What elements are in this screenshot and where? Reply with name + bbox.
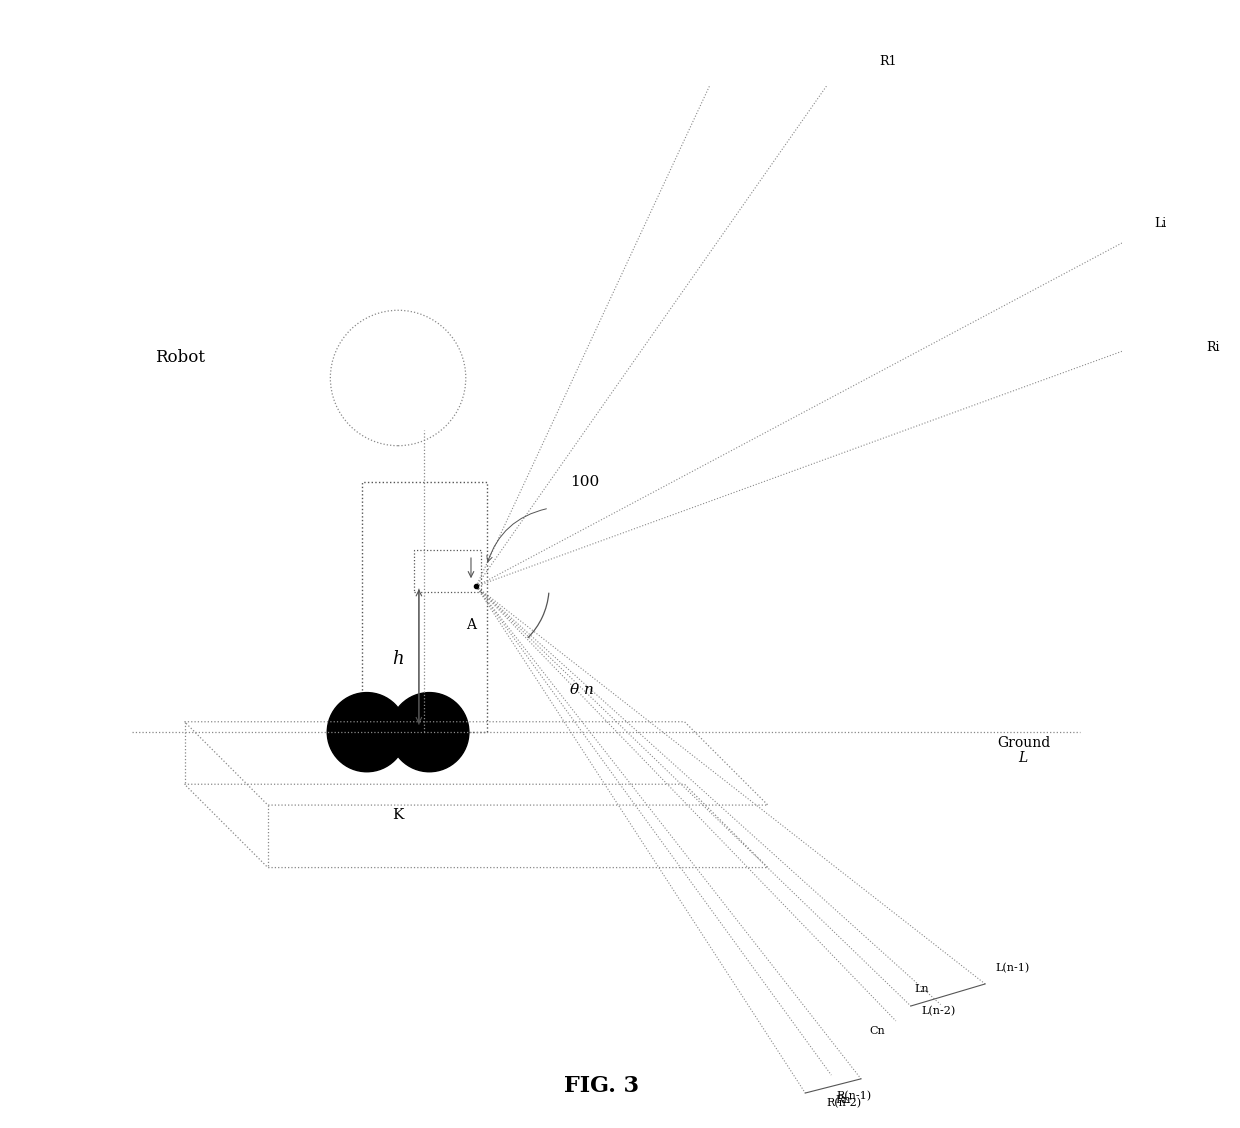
Text: FIG. 3: FIG. 3	[564, 1075, 639, 1098]
Bar	[414, 549, 481, 591]
Text: Ground: Ground	[997, 735, 1050, 750]
Text: A: A	[466, 618, 476, 632]
Circle shape	[327, 693, 407, 772]
Text: R(n-2): R(n-2)	[826, 1099, 862, 1109]
Text: R(n-1): R(n-1)	[837, 1091, 872, 1101]
Text: L(n-1): L(n-1)	[996, 963, 1029, 973]
Text: K: K	[392, 809, 404, 822]
Text: Li: Li	[1154, 218, 1167, 230]
Text: θ n: θ n	[570, 684, 594, 697]
Text: Ri: Ri	[1207, 341, 1220, 353]
Text: h: h	[392, 650, 404, 668]
Text: Cn: Cn	[869, 1026, 885, 1037]
Text: L(n-2): L(n-2)	[921, 1006, 956, 1016]
Text: Ln: Ln	[915, 984, 929, 994]
Text: Robot: Robot	[155, 349, 206, 365]
Bar	[362, 482, 486, 732]
Circle shape	[389, 693, 469, 772]
Text: L: L	[1018, 751, 1027, 765]
Text: 100: 100	[570, 475, 599, 490]
Text: R1: R1	[879, 54, 897, 68]
Text: Rn: Rn	[835, 1094, 851, 1104]
